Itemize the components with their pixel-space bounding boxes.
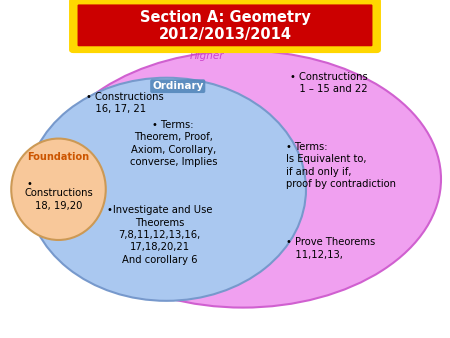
Text: •Investigate and Use
Theorems
7,8,11,12,13,16,
17,18,20,21
And corollary 6: •Investigate and Use Theorems 7,8,11,12,… [107, 205, 212, 265]
Text: 2012/2013/2014: 2012/2013/2014 [158, 27, 292, 42]
Text: Section A: Geometry: Section A: Geometry [140, 10, 310, 25]
Text: Ordinary: Ordinary [152, 81, 203, 91]
Text: Higher: Higher [190, 51, 224, 61]
Text: • Prove Theorems
   11,12,13,: • Prove Theorems 11,12,13, [286, 237, 375, 260]
FancyBboxPatch shape [76, 3, 373, 47]
FancyBboxPatch shape [70, 0, 380, 52]
Text: • Terms:
Is Equivalent to,
if and only if,
proof by contradiction: • Terms: Is Equivalent to, if and only i… [286, 142, 396, 189]
Text: • Constructions
   16, 17, 21: • Constructions 16, 17, 21 [86, 92, 163, 114]
Ellipse shape [27, 78, 306, 301]
Text: • Terms:
Theorem, Proof,
Axiom, Corollary,
converse, Implies: • Terms: Theorem, Proof, Axiom, Corollar… [130, 120, 217, 167]
Text: •: • [26, 179, 32, 189]
Text: Constructions
18, 19,20: Constructions 18, 19,20 [24, 188, 93, 211]
Ellipse shape [45, 51, 441, 308]
Text: Foundation: Foundation [27, 152, 90, 162]
Ellipse shape [11, 139, 106, 240]
Text: • Constructions
   1 – 15 and 22: • Constructions 1 – 15 and 22 [290, 72, 368, 94]
